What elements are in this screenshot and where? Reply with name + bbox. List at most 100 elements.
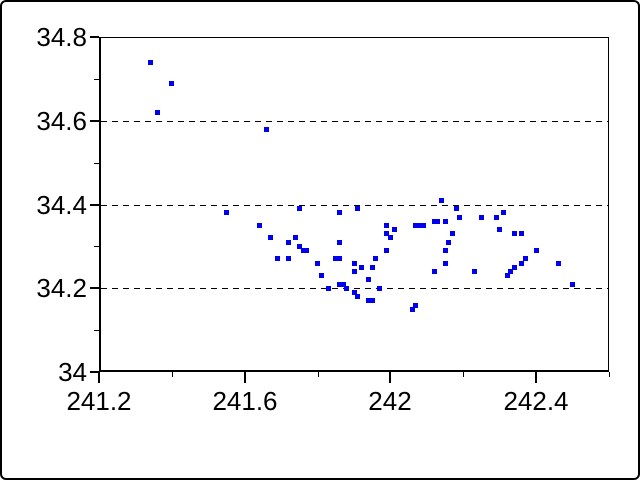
data-point-marker (457, 215, 462, 220)
data-point-marker (355, 206, 360, 211)
data-point-marker (224, 210, 229, 215)
data-point-marker (169, 81, 174, 86)
data-point-marker (301, 248, 306, 253)
data-point-marker (523, 256, 528, 261)
y-axis-tick-label: 34.6 (36, 106, 87, 136)
data-point-marker (512, 265, 517, 270)
data-point-marker (446, 240, 451, 245)
data-point-marker (392, 227, 397, 232)
plot-area (99, 37, 609, 372)
data-point-marker (432, 269, 437, 274)
data-point-marker (384, 223, 389, 228)
y-axis-minor-tick (94, 163, 99, 164)
y-axis-tick-label: 34 (58, 357, 87, 387)
x-axis-minor-tick (463, 372, 464, 377)
data-point-marker (257, 223, 262, 228)
data-point-marker (319, 273, 324, 278)
data-point-marker (570, 282, 575, 287)
data-point-marker (370, 298, 375, 303)
data-point-marker (304, 248, 309, 253)
data-point-marker (443, 248, 448, 253)
data-point-marker (337, 210, 342, 215)
data-point-marker (494, 215, 499, 220)
data-point-marker (443, 219, 448, 224)
x-axis-tick-label: 242.4 (503, 386, 569, 416)
data-point-marker (344, 286, 349, 291)
data-point-marker (373, 256, 378, 261)
data-point-marker (286, 240, 291, 245)
y-axis-tick-label: 34.2 (36, 273, 87, 303)
data-point-marker (505, 273, 510, 278)
x-axis-major-tick (98, 372, 100, 383)
data-point-marker (333, 256, 338, 261)
x-axis-major-tick (389, 372, 391, 383)
data-point-marker (501, 210, 506, 215)
data-point-marker (497, 227, 502, 232)
data-point-marker (413, 303, 418, 308)
data-point-marker (275, 256, 280, 261)
data-point-marker (508, 269, 513, 274)
data-point-marker (315, 261, 320, 266)
y-axis-minor-tick (94, 246, 99, 247)
data-point-marker (352, 261, 357, 266)
data-point-marker (341, 282, 346, 287)
x-axis-minor-tick (609, 372, 610, 377)
data-point-marker (435, 219, 440, 224)
y-axis-major-tick (90, 287, 99, 289)
data-point-marker (337, 240, 342, 245)
y-axis-major-tick (90, 371, 99, 373)
data-point-marker (293, 235, 298, 240)
data-point-marker (286, 256, 291, 261)
y-axis-tick-label: 34.4 (36, 190, 87, 220)
y-axis-minor-tick (94, 79, 99, 80)
data-point-marker (410, 307, 415, 312)
data-point-marker (450, 231, 455, 236)
data-point-marker (519, 231, 524, 236)
y-axis-tick-label: 34.8 (36, 22, 87, 52)
y-gridline (101, 121, 609, 122)
data-point-marker (337, 282, 342, 287)
data-point-marker (377, 286, 382, 291)
y-gridline (101, 205, 609, 206)
x-axis-minor-tick (318, 372, 319, 377)
x-axis-major-tick (535, 372, 537, 383)
data-point-marker (352, 290, 357, 295)
x-axis-minor-tick (172, 372, 173, 377)
data-point-marker (443, 261, 448, 266)
data-point-marker (413, 223, 418, 228)
data-point-marker (384, 231, 389, 236)
data-point-marker (388, 235, 393, 240)
data-point-marker (355, 294, 360, 299)
data-point-marker (556, 261, 561, 266)
data-point-marker (352, 269, 357, 274)
data-point-marker (417, 223, 422, 228)
data-point-marker (148, 60, 153, 65)
data-point-marker (337, 256, 342, 261)
data-point-marker (454, 206, 459, 211)
data-point-marker (268, 235, 273, 240)
data-point-marker (359, 265, 364, 270)
data-point-marker (366, 277, 371, 282)
data-point-marker (297, 206, 302, 211)
y-gridline (101, 288, 609, 289)
x-axis-tick-label: 242 (368, 386, 412, 416)
data-point-marker (472, 269, 477, 274)
data-point-marker (479, 215, 484, 220)
y-axis-major-tick (90, 36, 99, 38)
data-point-marker (534, 248, 539, 253)
data-point-marker (439, 198, 444, 203)
y-axis-major-tick (90, 204, 99, 206)
x-axis-major-tick (244, 372, 246, 383)
data-point-marker (326, 286, 331, 291)
y-axis-major-tick (90, 120, 99, 122)
data-point-marker (297, 244, 302, 249)
data-point-marker (421, 223, 426, 228)
x-axis-tick-label: 241.6 (212, 386, 278, 416)
data-point-marker (264, 127, 269, 132)
data-point-marker (432, 219, 437, 224)
data-point-marker (512, 231, 517, 236)
y-axis-minor-tick (94, 330, 99, 331)
data-point-marker (366, 298, 371, 303)
x-axis-tick-label: 241.2 (66, 386, 132, 416)
